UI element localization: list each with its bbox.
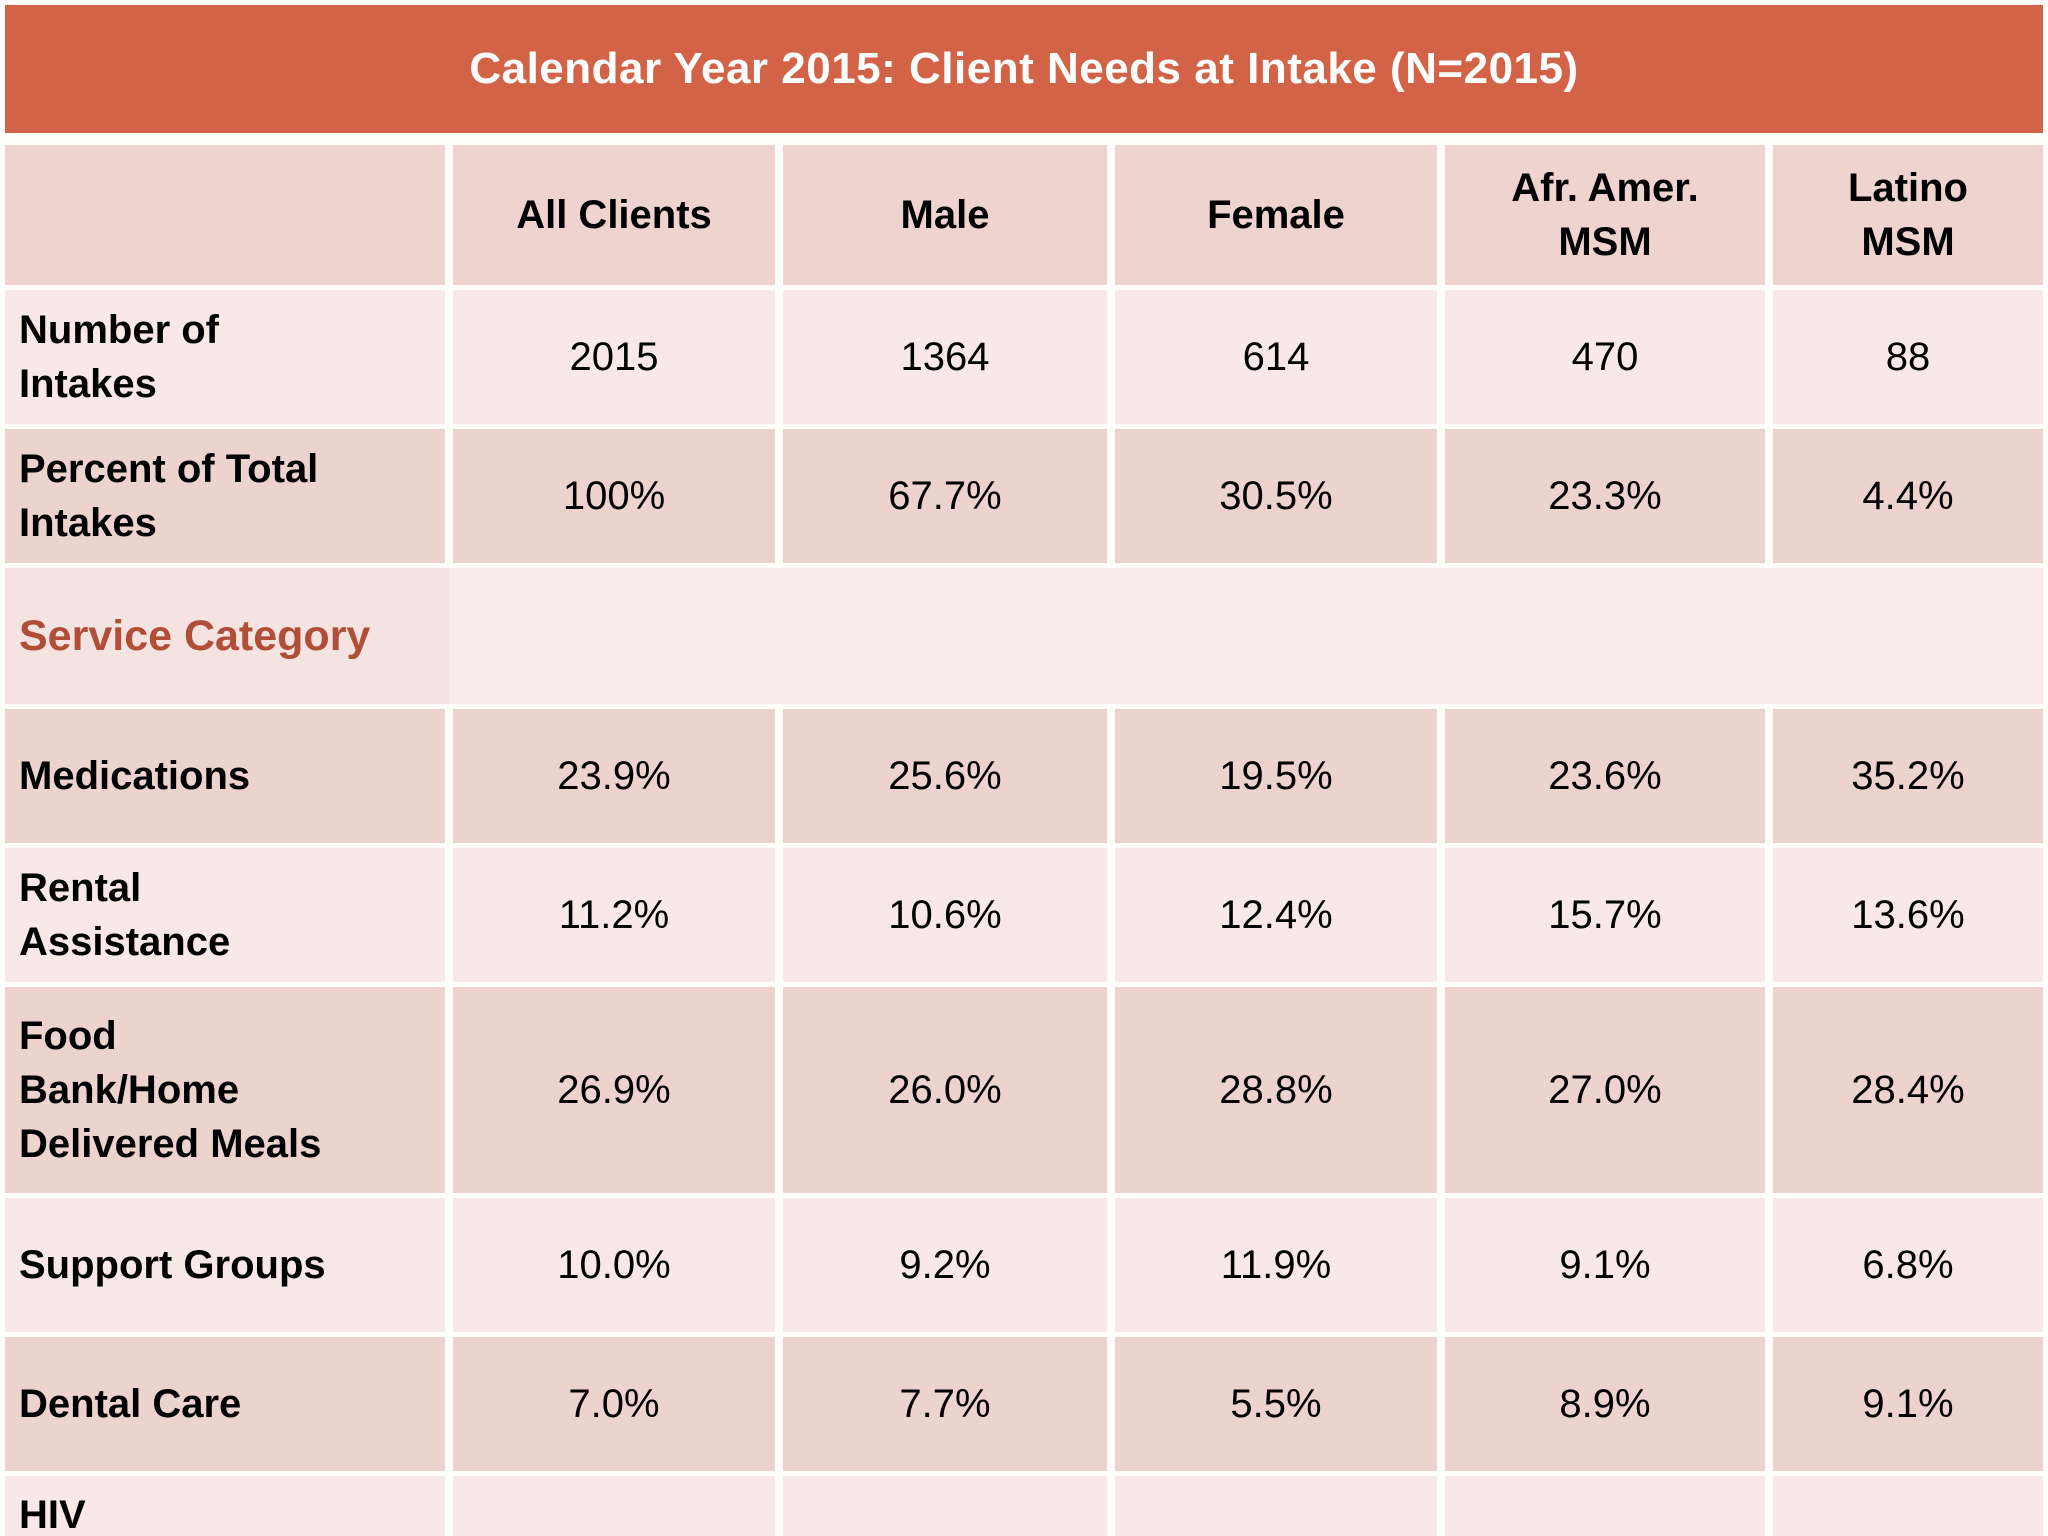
table-cell: 88 [1773, 290, 2043, 424]
table-cell: 28.8% [1115, 987, 1437, 1193]
column-header-male: Male [783, 145, 1107, 285]
table-cell: 13.6% [1773, 848, 2043, 982]
section-span-cell [449, 568, 2043, 704]
row-label: Medications [5, 709, 445, 843]
table-title: Calendar Year 2015: Client Needs at Inta… [469, 44, 1579, 93]
table-cell: 12.4% [1115, 848, 1437, 982]
table-cell: 1364 [783, 290, 1107, 424]
row-label: Number of Intakes [5, 290, 445, 424]
table-cell: 5.5% [1115, 1337, 1437, 1471]
table-title-bar: Calendar Year 2015: Client Needs at Inta… [5, 5, 2043, 133]
table-cell: 6.8% [1773, 1198, 2043, 1332]
table-cell: 15.7% [1445, 848, 1765, 982]
column-header-afr-amer-msm: Afr. Amer. MSM [1445, 145, 1765, 285]
table-cell: 25.6% [783, 709, 1107, 843]
table: All Clients Male Female Afr. Amer. MSM L… [5, 145, 2043, 1536]
table-cell: 23.6% [1445, 709, 1765, 843]
table-cell: 26.9% [453, 987, 775, 1193]
table-row-hiv: HIV [5, 1476, 2043, 1536]
column-header-latino-msm: Latino MSM [1773, 145, 2043, 285]
table-row-dental-care: Dental Care 7.0% 7.7% 5.5% 8.9% 9.1% [5, 1337, 2043, 1471]
table-cell: 470 [1445, 290, 1765, 424]
table-cell: 9.1% [1445, 1198, 1765, 1332]
table-cell: 27.0% [1445, 987, 1765, 1193]
table-cell: 7.0% [453, 1337, 775, 1471]
table-row-support-groups: Support Groups 10.0% 9.2% 11.9% 9.1% 6.8… [5, 1198, 2043, 1332]
table-cell: 26.0% [783, 987, 1107, 1193]
table-row-percent-of-total-intakes: Percent of Total Intakes 100% 67.7% 30.5… [5, 429, 2043, 563]
table-row-number-of-intakes: Number of Intakes 2015 1364 614 470 88 [5, 290, 2043, 424]
row-label: Food Bank/Home Delivered Meals [5, 987, 445, 1193]
table-row-service-category: Service Category [5, 568, 2043, 704]
table-cell: 67.7% [783, 429, 1107, 563]
table-cell [783, 1476, 1107, 1536]
table-cell: 614 [1115, 290, 1437, 424]
table-cell [1445, 1476, 1765, 1536]
table-cell: 28.4% [1773, 987, 2043, 1193]
table-row-medications: Medications 23.9% 25.6% 19.5% 23.6% 35.2… [5, 709, 2043, 843]
table-cell: 10.6% [783, 848, 1107, 982]
table-cell: 9.2% [783, 1198, 1107, 1332]
table-cell [1115, 1476, 1437, 1536]
table-row-food-bank-home-delivered-meals: Food Bank/Home Delivered Meals 26.9% 26.… [5, 987, 2043, 1193]
table-header-row: All Clients Male Female Afr. Amer. MSM L… [5, 145, 2043, 285]
row-label: Rental Assistance [5, 848, 445, 982]
table-row-rental-assistance: Rental Assistance 11.2% 10.6% 12.4% 15.7… [5, 848, 2043, 982]
table-cell [1773, 1476, 2043, 1536]
header-corner-cell [5, 145, 445, 285]
table-cell: 9.1% [1773, 1337, 2043, 1471]
row-label: Dental Care [5, 1337, 445, 1471]
table-cell: 11.2% [453, 848, 775, 982]
column-header-all-clients: All Clients [453, 145, 775, 285]
section-label-cell: Service Category [5, 568, 449, 704]
row-label: HIV [5, 1476, 445, 1536]
table-cell: 7.7% [783, 1337, 1107, 1471]
table-cell: 35.2% [1773, 709, 2043, 843]
section-label: Service Category [19, 611, 371, 660]
table-cell: 23.9% [453, 709, 775, 843]
row-label: Support Groups [5, 1198, 445, 1332]
table-cell: 30.5% [1115, 429, 1437, 563]
table-cell: 4.4% [1773, 429, 2043, 563]
table-cell: 10.0% [453, 1198, 775, 1332]
table-cell: 11.9% [1115, 1198, 1437, 1332]
table-cell: 100% [453, 429, 775, 563]
row-label: Percent of Total Intakes [5, 429, 445, 563]
table-cell: 19.5% [1115, 709, 1437, 843]
column-header-female: Female [1115, 145, 1437, 285]
table-cell: 2015 [453, 290, 775, 424]
table-cell: 23.3% [1445, 429, 1765, 563]
table-cell: 8.9% [1445, 1337, 1765, 1471]
table-cell [453, 1476, 775, 1536]
